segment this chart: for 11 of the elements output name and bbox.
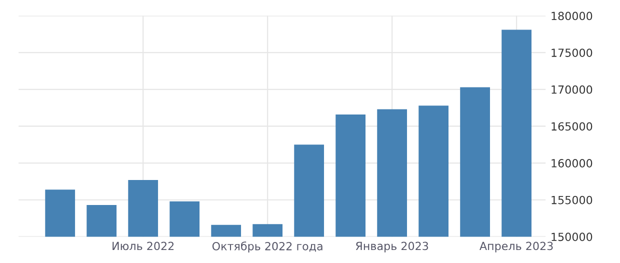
- y-tick-label: 180000: [552, 12, 592, 20]
- y-tick-label: 155000: [552, 196, 592, 204]
- y-tick-label: 160000: [552, 159, 592, 168]
- x-tick-label: Апрель 2023: [480, 242, 553, 252]
- x-tick-label: Октябрь 2022 года: [212, 242, 322, 253]
- x-tick-label: Июль 2022: [112, 242, 174, 250]
- y-tick-label: 165000: [552, 122, 592, 131]
- y-tick-label: 150000: [552, 232, 592, 242]
- y-tick-label: 170000: [552, 85, 592, 94]
- y-tick-label: 175000: [552, 48, 592, 57]
- x-tick-label: Январь 2023: [356, 242, 428, 252]
